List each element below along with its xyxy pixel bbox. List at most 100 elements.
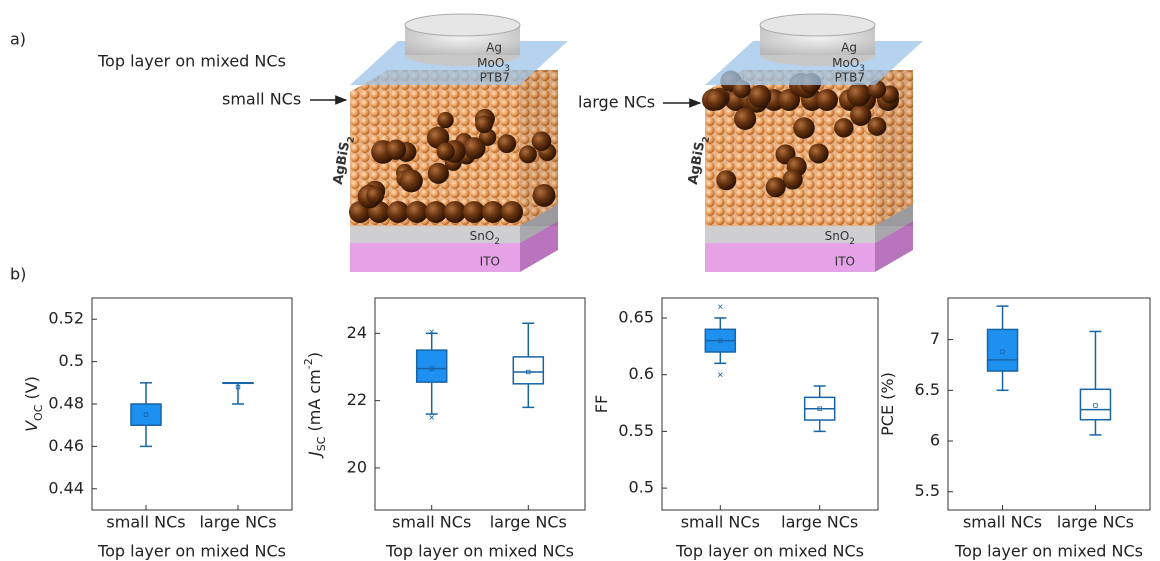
y-tick-label: 0.48	[48, 394, 84, 413]
nanocrystal	[847, 83, 871, 107]
x-tick-label: small NCs	[963, 513, 1042, 532]
y-tick-label: 20	[347, 457, 367, 476]
x-tick-label: large NCs	[1057, 513, 1134, 532]
figure: a) Top layer on mixed NCs small NCs larg…	[0, 0, 1160, 561]
nanocrystal	[475, 115, 493, 133]
nanocrystal	[437, 112, 453, 128]
plot-frame	[375, 298, 585, 510]
nanocrystal	[428, 163, 449, 184]
x-tick-label: large NCs	[199, 513, 276, 532]
nanocrystal	[444, 201, 466, 223]
y-tick-label: 6	[930, 431, 940, 450]
label-part: -2	[302, 358, 315, 369]
plot-frame	[662, 298, 878, 510]
nanocrystal	[868, 117, 887, 136]
y-tick-label: 0.6	[629, 364, 654, 383]
y-axis-label: PCE (%)	[878, 372, 897, 436]
label-part: PCE (%)	[878, 372, 897, 436]
nanocrystal	[834, 118, 853, 137]
label-part: SC	[315, 436, 328, 451]
layer-label: Ag	[486, 41, 502, 55]
box	[131, 404, 161, 425]
y-tick-label: 0.44	[48, 478, 84, 497]
layer-label: PTB7	[480, 71, 510, 85]
nanocrystal	[366, 186, 384, 204]
y-tick-label: 0.5	[59, 351, 84, 370]
label-part: (mA cm	[305, 369, 324, 436]
nanocrystal	[463, 201, 485, 223]
x-axis-label: Top layer on mixed NCs	[954, 542, 1143, 561]
nanocrystal	[464, 137, 486, 159]
layer-label: ITO	[835, 255, 855, 269]
nanocrystal	[706, 89, 728, 111]
nanocrystal	[533, 184, 556, 207]
nanocrystal	[400, 170, 423, 193]
nanocrystal	[749, 85, 772, 108]
nanocrystal	[519, 145, 537, 163]
nanocrystal	[532, 131, 552, 151]
nanocrystal	[501, 201, 523, 223]
panel-label: b)	[10, 265, 26, 284]
arrow-label: large NCs	[578, 93, 655, 112]
label-part: OC	[32, 404, 45, 421]
y-tick-label: 0.5	[629, 478, 654, 497]
ag-top	[760, 14, 875, 36]
nanocrystal	[482, 201, 504, 223]
nanocrystal	[816, 89, 838, 111]
y-axis-label: VOC (V)	[22, 376, 45, 432]
box	[1080, 389, 1110, 419]
y-tick-label: 0.55	[618, 421, 654, 440]
y-tick-label: 0.46	[48, 436, 84, 455]
x-axis-label: Top layer on mixed NCs	[675, 542, 864, 561]
nanocrystal	[734, 108, 756, 130]
layer-label: ITO	[480, 255, 500, 269]
plot-frame	[948, 298, 1150, 510]
y-tick-label: 0.65	[618, 307, 654, 326]
nanocrystal	[386, 140, 406, 160]
label-part: FF	[592, 395, 611, 413]
box	[417, 350, 447, 382]
layer-label: PTB7	[835, 71, 865, 85]
nanocrystal	[766, 177, 786, 197]
layer-label: Ag	[841, 41, 857, 55]
x-axis-label: Top layer on mixed NCs	[385, 542, 574, 561]
nanocrystal	[437, 142, 455, 160]
label-main: SnO	[470, 229, 495, 243]
nanocrystal	[850, 105, 871, 126]
outlier	[430, 415, 434, 419]
arrow-label: small NCs	[222, 90, 301, 109]
nanocrystal	[387, 201, 409, 223]
x-tick-label: large NCs	[781, 513, 858, 532]
label-part: (V)	[22, 376, 41, 405]
nanocrystal	[406, 201, 428, 223]
label-sub: 2	[849, 237, 855, 247]
nanocrystal	[425, 201, 447, 223]
label-main: SnO	[825, 229, 850, 243]
x-tick-label: large NCs	[490, 513, 567, 532]
x-tick-label: small NCs	[392, 513, 471, 532]
y-tick-label: 0.52	[48, 309, 84, 328]
ag-top	[405, 14, 520, 36]
y-tick-label: 7	[930, 329, 940, 348]
y-tick-label: 5.5	[915, 481, 940, 500]
nanocrystal	[497, 134, 516, 153]
nanocrystal	[793, 117, 815, 139]
label-sub: 2	[494, 237, 500, 247]
x-axis-label: Top layer on mixed NCs	[97, 542, 286, 561]
x-tick-label: small NCs	[106, 513, 185, 532]
nanocrystal	[716, 170, 736, 190]
y-tick-label: 24	[347, 323, 367, 342]
label-part: )	[305, 352, 324, 358]
label-main: AgBiS	[685, 141, 707, 186]
caption: Top layer on mixed NCs	[97, 52, 286, 71]
label-main: AgBiS	[330, 141, 352, 186]
nanocrystal	[783, 170, 803, 190]
outlier	[718, 305, 722, 309]
x-tick-label: small NCs	[681, 513, 760, 532]
nanocrystal	[809, 143, 829, 163]
y-tick-label: 6.5	[915, 380, 940, 399]
label-main: MoO	[832, 56, 859, 70]
plot-frame	[92, 298, 292, 510]
